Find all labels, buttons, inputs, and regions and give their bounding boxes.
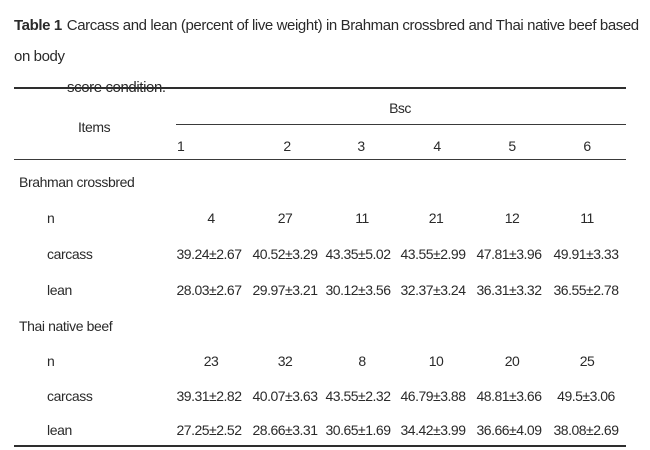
row-label-lean: lean bbox=[47, 282, 72, 298]
table-cell: 36.66±4.09 bbox=[476, 422, 542, 438]
table-cell: 34.42±3.99 bbox=[400, 422, 466, 438]
group-label-brahman: Brahman crossbred bbox=[19, 174, 135, 190]
table-cell: 4 bbox=[207, 210, 215, 226]
bsc-column-4: 4 bbox=[433, 138, 441, 154]
bsc-column-3: 3 bbox=[357, 138, 365, 154]
table-cell: 49.5±3.06 bbox=[557, 388, 615, 404]
table-cell: 43.35±5.02 bbox=[325, 246, 391, 262]
header-bottom-rule bbox=[14, 159, 626, 160]
table-cell: 27.25±2.52 bbox=[176, 422, 242, 438]
table-cell: 10 bbox=[428, 353, 444, 369]
table-cell: 49.91±3.33 bbox=[553, 246, 619, 262]
bsc-column-6: 6 bbox=[583, 138, 591, 154]
bsc-column-2: 2 bbox=[283, 138, 291, 154]
table-cell: 47.81±3.96 bbox=[476, 246, 542, 262]
table-cell: 39.24±2.67 bbox=[176, 246, 242, 262]
header-group-rule bbox=[176, 124, 626, 125]
row-label-n: n bbox=[47, 210, 55, 226]
table-cell: 36.55±2.78 bbox=[553, 282, 619, 298]
table-cell: 27 bbox=[277, 210, 293, 226]
table-cell: 11 bbox=[355, 210, 369, 226]
table-cell: 11 bbox=[580, 210, 594, 226]
table-cell: 28.03±2.67 bbox=[176, 282, 242, 298]
row-label-carcass: carcass bbox=[47, 388, 93, 404]
table-cell: 43.55±2.99 bbox=[400, 246, 466, 262]
table-cell: 30.65±1.69 bbox=[325, 422, 391, 438]
table-top-rule bbox=[14, 87, 626, 89]
table-bottom-rule bbox=[14, 445, 626, 447]
table-cell: 30.12±3.56 bbox=[325, 282, 391, 298]
row-label-carcass: carcass bbox=[47, 246, 93, 262]
table-cell: 48.81±3.66 bbox=[476, 388, 542, 404]
caption-text-line1: Carcass and lean (percent of live weight… bbox=[14, 17, 639, 65]
table-cell: 23 bbox=[203, 353, 219, 369]
table-cell: 8 bbox=[358, 353, 366, 369]
bsc-header: Bsc bbox=[389, 100, 411, 116]
table-cell: 36.31±3.32 bbox=[476, 282, 542, 298]
table-cell: 40.52±3.29 bbox=[252, 246, 318, 262]
table-cell: 40.07±3.63 bbox=[252, 388, 318, 404]
row-label-n: n bbox=[47, 353, 55, 369]
table-cell: 38.08±2.69 bbox=[553, 422, 619, 438]
table-cell: 12 bbox=[504, 210, 520, 226]
table-cell: 29.97±3.21 bbox=[252, 282, 318, 298]
row-label-lean: lean bbox=[47, 422, 72, 438]
table-cell: 39.31±2.82 bbox=[176, 388, 242, 404]
group-label-thai-native: Thai native beef bbox=[19, 318, 113, 334]
table-cell: 25 bbox=[579, 353, 595, 369]
table-number: Table 1 bbox=[14, 17, 62, 34]
bsc-column-5: 5 bbox=[508, 138, 516, 154]
bsc-column-1: 1 bbox=[177, 138, 185, 154]
table-cell: 21 bbox=[428, 210, 444, 226]
table-caption: Table 1 Carcass and lean (percent of live… bbox=[14, 10, 639, 103]
table-cell: 20 bbox=[504, 353, 520, 369]
table-cell: 43.55±2.32 bbox=[325, 388, 391, 404]
items-header: Items bbox=[78, 119, 111, 135]
table-cell: 46.79±3.88 bbox=[400, 388, 466, 404]
table-cell: 32 bbox=[277, 353, 293, 369]
table-cell: 32.37±3.24 bbox=[400, 282, 466, 298]
table-cell: 28.66±3.31 bbox=[252, 422, 318, 438]
